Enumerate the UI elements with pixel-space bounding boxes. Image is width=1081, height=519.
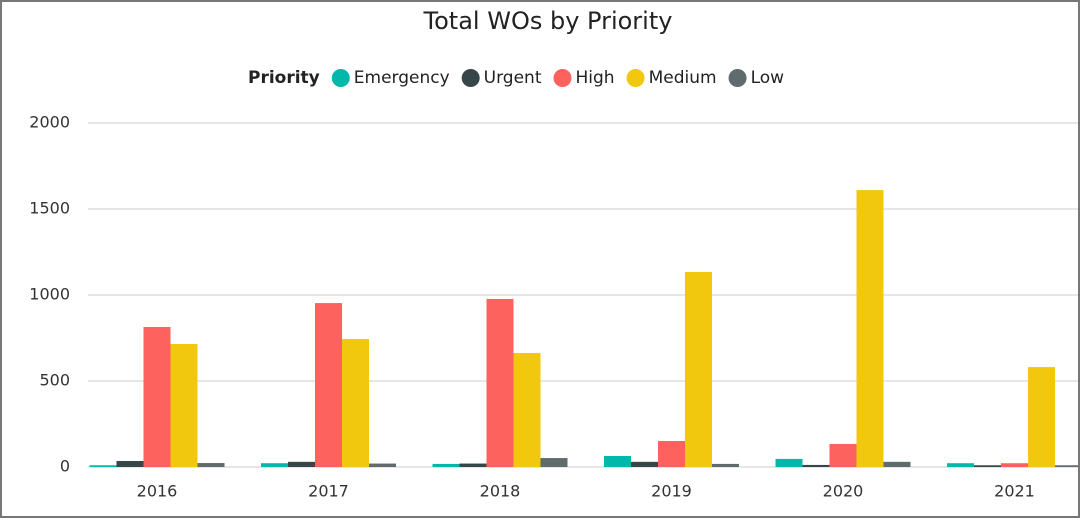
legend-label: Urgent xyxy=(484,68,542,88)
bar xyxy=(856,190,884,467)
bar xyxy=(947,463,974,467)
x-tick-label: 2021 xyxy=(994,482,1035,501)
x-tick-label: 2016 xyxy=(137,482,178,501)
legend: Priority Emergency Urgent High Medium Low xyxy=(248,68,784,88)
y-tick-label: 0 xyxy=(60,457,70,476)
bar xyxy=(143,326,171,467)
bar xyxy=(89,465,117,467)
bar xyxy=(604,455,631,467)
bar xyxy=(197,463,225,467)
bar xyxy=(685,271,712,467)
y-tick-label: 500 xyxy=(39,371,70,390)
bar xyxy=(486,298,514,467)
legend-title: Priority xyxy=(248,68,320,88)
x-tick-label: 2018 xyxy=(480,482,521,501)
legend-label: Emergency xyxy=(354,68,450,88)
bar xyxy=(883,461,911,467)
bar xyxy=(540,458,568,467)
bar xyxy=(829,443,857,467)
bar xyxy=(513,352,541,467)
legend-swatch xyxy=(331,69,350,87)
legend-label: Medium xyxy=(649,68,717,88)
legend-label: High xyxy=(576,68,615,88)
bar xyxy=(170,344,198,467)
y-tick-label: 1500 xyxy=(29,199,70,218)
bar xyxy=(712,463,739,467)
legend-swatch xyxy=(728,69,747,87)
plot xyxy=(88,122,1078,468)
bar xyxy=(342,339,369,467)
bar xyxy=(459,463,487,467)
legend-swatch xyxy=(553,69,572,87)
legend-swatch xyxy=(626,69,645,87)
bar xyxy=(116,460,144,467)
x-tick-label: 2017 xyxy=(308,482,349,501)
legend-label: Low xyxy=(751,68,785,88)
bar xyxy=(261,463,288,467)
chart-title: Total WOs by Priority xyxy=(423,7,673,35)
x-tick-label: 2019 xyxy=(651,482,692,501)
bar xyxy=(974,465,1001,467)
bar xyxy=(802,464,830,467)
y-tick-label: 2000 xyxy=(29,113,70,132)
legend-swatch xyxy=(461,69,480,87)
bar xyxy=(315,303,342,467)
bar xyxy=(432,463,460,467)
y-tick-label: 1000 xyxy=(29,285,70,304)
bar xyxy=(631,461,658,467)
bar xyxy=(288,461,315,467)
bar xyxy=(369,463,396,467)
bar xyxy=(1001,463,1028,467)
x-tick-label: 2020 xyxy=(823,482,864,501)
bar xyxy=(658,441,685,467)
bar xyxy=(775,458,803,467)
bar xyxy=(1028,367,1055,467)
bar xyxy=(1055,465,1078,467)
